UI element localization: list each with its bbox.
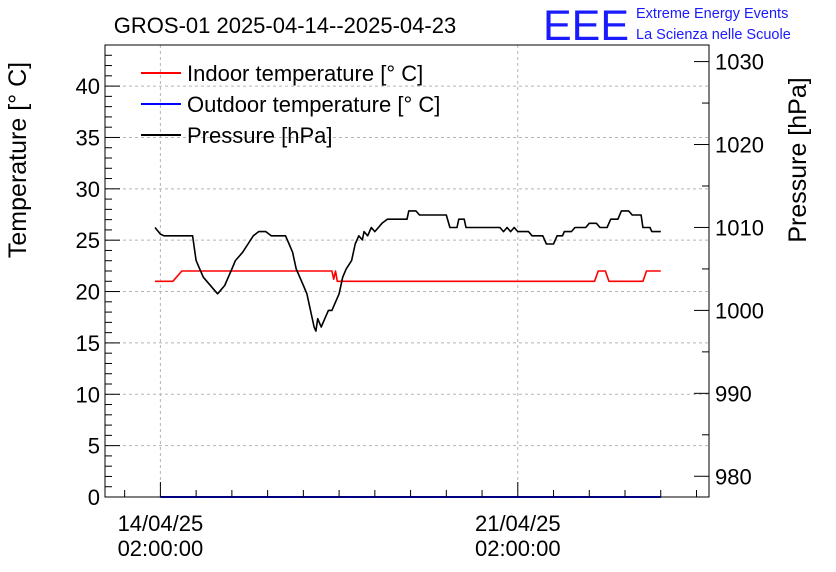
y2-tick-label-0: 980	[715, 464, 752, 489]
logo-line1: Extreme Energy Events	[636, 6, 788, 22]
y2-tick-label-5: 1030	[715, 50, 764, 75]
x-tick-label-date-1: 21/04/25	[475, 511, 561, 536]
series-layer	[154, 210, 661, 498]
chart-title: GROS-01 2025-04-14--2025-04-23	[114, 13, 456, 38]
y2-tick-label-4: 1020	[715, 133, 764, 158]
axes: 0 5 10 15 20 25 30 35 40 980 990 1000 1010 1020 1030 14…	[76, 44, 764, 561]
y-tick-label-2: 10	[76, 382, 100, 407]
y-tick-label-5: 25	[76, 228, 100, 253]
y2-tick-label-2: 1000	[715, 298, 764, 323]
y2-tick-label-1: 990	[715, 381, 752, 406]
legend: Indoor temperature [° C] Outdoor temperat…	[141, 61, 440, 148]
legend-label-2: Pressure [hPa]	[187, 123, 333, 148]
y-tick-label-7: 35	[76, 125, 100, 150]
legend-label-1: Outdoor temperature [° C]	[187, 92, 440, 117]
y-tick-label-8: 40	[76, 74, 100, 99]
eee-logo: EEE Extreme Energy Events La Scienza nel…	[543, 2, 791, 50]
y-tick-label-4: 20	[76, 280, 100, 305]
logo-mark: EEE	[543, 2, 629, 50]
logo-line2: La Scienza nelle Scuole	[636, 27, 791, 43]
y-axis-label: Temperature [° C]	[4, 62, 32, 258]
series-line-indoor-temperature-c	[155, 270, 661, 283]
y-tick-label-6: 30	[76, 177, 100, 202]
y-tick-label-3: 15	[76, 331, 100, 356]
y-tick-label-0: 0	[88, 485, 100, 510]
y2-axis-label: Pressure [hPa]	[784, 77, 812, 242]
legend-label-0: Indoor temperature [° C]	[187, 61, 423, 86]
x-tick-label-time-1: 02:00:00	[475, 536, 561, 561]
y2-tick-label-3: 1010	[715, 215, 764, 240]
y-tick-label-1: 5	[88, 434, 100, 459]
x-tick-label-time-0: 02:00:00	[118, 536, 204, 561]
series-line-pressure-hpa	[154, 210, 661, 332]
x-tick-label-date-0: 14/04/25	[118, 511, 204, 536]
